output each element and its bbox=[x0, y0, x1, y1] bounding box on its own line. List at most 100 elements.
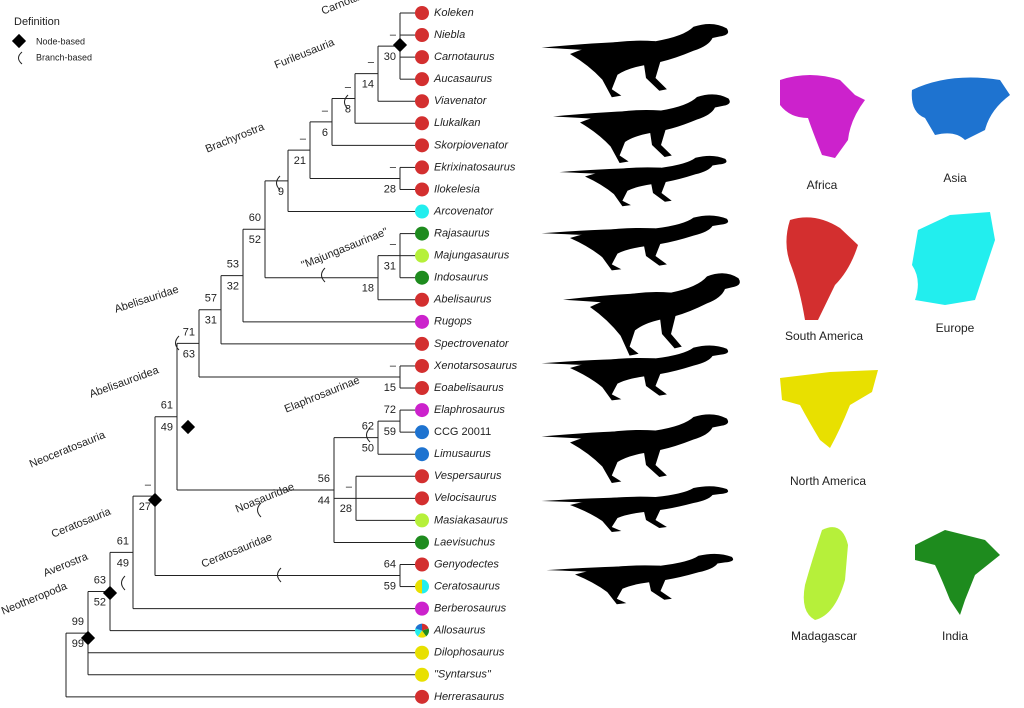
taxon-label: Berberosaurus bbox=[434, 603, 507, 615]
tip-marker bbox=[415, 160, 429, 175]
tip-marker bbox=[415, 381, 429, 396]
region-label: North America bbox=[790, 474, 866, 488]
support-value: 63 bbox=[94, 574, 106, 586]
tip-marker bbox=[415, 50, 429, 65]
tip-marker bbox=[415, 314, 429, 329]
tip-marker bbox=[415, 425, 429, 440]
taxon-label: Vespersaurus bbox=[434, 470, 502, 482]
support-value: 31 bbox=[384, 261, 396, 273]
support-value: 59 bbox=[384, 426, 396, 438]
north-america-map bbox=[780, 370, 878, 448]
africa-map bbox=[780, 75, 865, 158]
taxon-label: Ekrixinatosaurus bbox=[434, 161, 516, 173]
silhouette bbox=[553, 94, 730, 163]
tip-marker-slice bbox=[415, 623, 422, 631]
support-value: 49 bbox=[117, 557, 129, 569]
branch-marker bbox=[276, 175, 281, 191]
tip-marker-slice bbox=[415, 628, 422, 637]
support-value: 28 bbox=[340, 503, 352, 515]
tip-marker bbox=[415, 358, 429, 373]
taxon-label: Majungasaurus bbox=[434, 250, 510, 262]
madagascar-map bbox=[803, 527, 848, 620]
support-value: – bbox=[390, 29, 397, 41]
clade-label: Abelisauroidea bbox=[88, 364, 161, 400]
tip-marker-slice bbox=[422, 579, 430, 594]
support-value: – bbox=[390, 161, 397, 173]
tip-marker-slice bbox=[417, 630, 427, 638]
tip-marker bbox=[415, 336, 429, 351]
taxon-label: "Syntarsus" bbox=[434, 669, 492, 681]
support-value: – bbox=[368, 57, 375, 69]
support-value: 59 bbox=[384, 580, 396, 592]
support-value: – bbox=[145, 479, 152, 491]
silhouettes bbox=[541, 23, 740, 605]
region-label: South America bbox=[785, 329, 863, 343]
tip-marker bbox=[415, 469, 429, 484]
tip-marker bbox=[415, 94, 429, 109]
tip-marker bbox=[415, 182, 429, 197]
silhouette bbox=[559, 155, 727, 207]
branch-marker bbox=[175, 335, 180, 351]
legend-diamond bbox=[11, 33, 27, 49]
clade-label: Brachyrostra bbox=[204, 121, 267, 156]
tip-marker bbox=[415, 689, 429, 704]
tip-marker bbox=[415, 6, 429, 20]
tree bbox=[65, 12, 415, 698]
taxon-label: Rajasaurus bbox=[434, 228, 490, 240]
tip-marker bbox=[415, 403, 429, 418]
region-label: India bbox=[942, 629, 968, 643]
support-value: – bbox=[322, 105, 329, 117]
taxon-label: Niebla bbox=[434, 29, 465, 41]
support-value: 57 bbox=[205, 293, 217, 305]
clade-label: Neotheropoda bbox=[0, 580, 70, 618]
support-value: 31 bbox=[205, 315, 217, 327]
clade-label: Noasauridae bbox=[234, 481, 296, 515]
taxon-label: CCG 20011 bbox=[434, 426, 491, 438]
tip-marker bbox=[415, 270, 429, 285]
clade-label: Carnotaurini bbox=[320, 0, 380, 17]
taxon-label: Rugops bbox=[434, 316, 472, 328]
taxon-label: Eoabelisaurus bbox=[434, 382, 504, 394]
tip-marker bbox=[415, 116, 429, 131]
legend-label: Node-based bbox=[36, 36, 85, 46]
support-value: – bbox=[346, 481, 353, 493]
south-america-map bbox=[786, 217, 858, 320]
tip-marker bbox=[415, 447, 429, 462]
taxon-label: Ilokelesia bbox=[434, 183, 480, 195]
clade-label: Elaphrosaurinae bbox=[283, 374, 362, 415]
support-value: 62 bbox=[362, 421, 374, 433]
support-value: – bbox=[390, 360, 397, 372]
clade-label: Neoceratosauria bbox=[28, 429, 108, 471]
branch-marker bbox=[277, 567, 282, 583]
taxon-label: Laevisuchus bbox=[434, 536, 496, 548]
support-value: 44 bbox=[318, 495, 330, 507]
support-value: 61 bbox=[161, 400, 173, 412]
silhouette bbox=[541, 486, 729, 532]
taxon-label: Allosaurus bbox=[433, 625, 486, 637]
legend-title: Definition bbox=[14, 16, 60, 28]
taxon-label: Arcovenator bbox=[433, 205, 495, 217]
tip-marker bbox=[415, 513, 429, 528]
legend-bracket bbox=[18, 51, 23, 65]
taxon-label: Spectrovenator bbox=[434, 338, 510, 350]
taxon-label: Genyodectes bbox=[434, 558, 499, 570]
support-value: 28 bbox=[384, 183, 396, 195]
taxon-label: Skorpiovenator bbox=[434, 139, 509, 151]
support-value: 18 bbox=[362, 283, 374, 295]
tip-marker bbox=[415, 645, 429, 660]
support-value: 6 bbox=[322, 127, 328, 139]
tip-marker-slice bbox=[422, 623, 429, 631]
region-label: Africa bbox=[807, 178, 838, 192]
silhouette bbox=[563, 273, 740, 356]
branch-marker bbox=[121, 575, 126, 591]
branch-marker bbox=[257, 502, 262, 518]
taxon-label: Masiakasaurus bbox=[434, 514, 508, 526]
support-value: 64 bbox=[384, 558, 396, 570]
clade-label: Averostra bbox=[42, 550, 91, 579]
taxon-label: Ceratosaurus bbox=[434, 580, 501, 592]
support-value: 53 bbox=[227, 258, 239, 270]
tip-marker bbox=[415, 667, 429, 682]
tip-marker bbox=[415, 535, 429, 550]
taxon-label: Elaphrosaurus bbox=[434, 404, 505, 416]
